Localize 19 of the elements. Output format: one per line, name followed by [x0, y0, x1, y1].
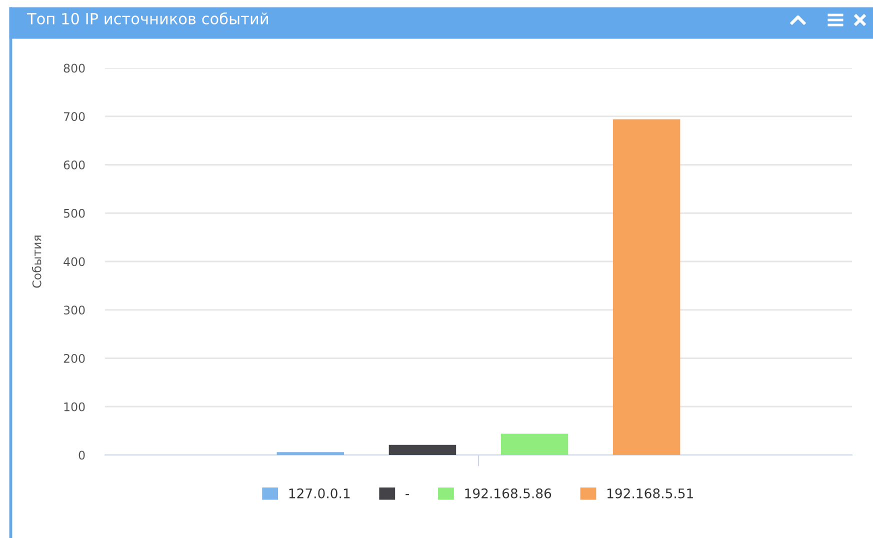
- y-axis-title: События: [32, 236, 42, 288]
- y-tick-label: 200: [64, 354, 85, 363]
- y-tick-label: 300: [64, 306, 85, 315]
- bar: [276, 452, 344, 455]
- y-tick-label: 100: [64, 402, 85, 412]
- bar: [612, 119, 680, 455]
- y-tick-label: 600: [64, 160, 85, 170]
- legend-label: -: [406, 494, 410, 496]
- legend-label: 192.168.5.86: [465, 488, 552, 498]
- y-tick-label: 700: [64, 112, 85, 122]
- y-tick-label: 400: [64, 257, 85, 266]
- legend-label: 192.168.5.51: [607, 488, 693, 498]
- bar: [388, 444, 456, 455]
- y-tick-label: 500: [64, 208, 85, 218]
- legend-label: 127.0.0.1: [289, 488, 350, 498]
- bar: [500, 434, 568, 455]
- chart-title: Топ 10 IP источников событий: [26, 12, 268, 24]
- y-tick-label: 800: [64, 64, 85, 73]
- y-tick-label: 0: [78, 450, 85, 460]
